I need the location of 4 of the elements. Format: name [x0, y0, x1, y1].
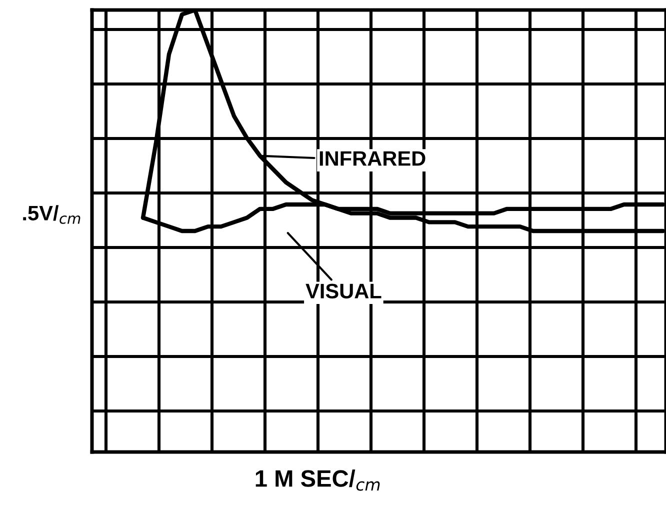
text: VISUAL [306, 284, 382, 298]
legend-label: INFRARED [320, 151, 426, 166]
y-axis-title: .5V/$_{cm}$ [23, 205, 80, 224]
x-axis-title: 1 M SEC/$_{cm}$ [256, 470, 380, 491]
